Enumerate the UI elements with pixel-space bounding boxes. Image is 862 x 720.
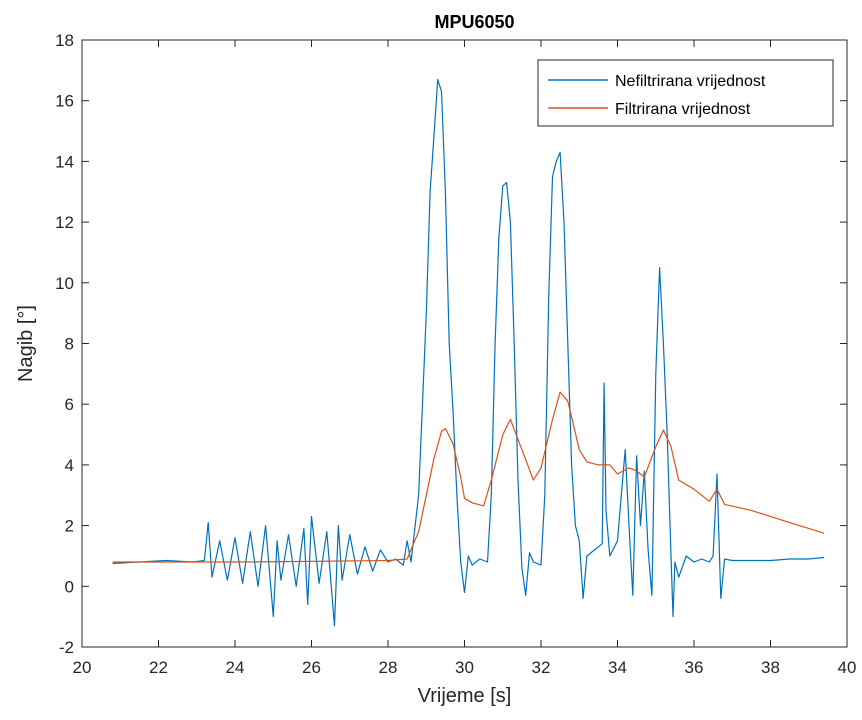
x-tick-label-0: 20 — [73, 658, 92, 677]
y-tick-label-0: -2 — [59, 638, 74, 657]
x-tick-label-5: 30 — [455, 658, 474, 677]
legend-entry-1: Filtrirana vrijednost — [615, 101, 751, 118]
y-tick-label-10: 18 — [55, 31, 74, 50]
series-layer — [112, 78, 825, 627]
x-tick-label-4: 28 — [379, 658, 398, 677]
legend: Nefiltrirana vrijednost Filtrirana vrijed… — [537, 59, 834, 127]
x-tick-label-6: 32 — [532, 658, 551, 677]
chart-title: MPU6050 — [434, 12, 514, 32]
x-tick-label-2: 24 — [226, 658, 245, 677]
x-tick-label-3: 26 — [302, 658, 321, 677]
x-tick-label-10: 40 — [838, 658, 857, 677]
x-tick-label-1: 22 — [149, 658, 168, 677]
y-tick-label-4: 6 — [65, 395, 74, 414]
y-axis-label: Nagib [°] — [15, 305, 37, 382]
y-tick-label-2: 2 — [65, 517, 74, 536]
y-tick-label-5: 8 — [65, 335, 74, 354]
x-tick-label-9: 38 — [761, 658, 780, 677]
x-tick-label-7: 34 — [608, 658, 627, 677]
y-tick-label-1: 0 — [65, 577, 74, 596]
x-axis-label: Vrijeme [s] — [418, 685, 512, 707]
legend-box — [537, 59, 834, 127]
plot-area — [82, 40, 847, 647]
series-line-1 — [112, 391, 825, 563]
y-tick-label-9: 16 — [55, 92, 74, 111]
y-tick-label-7: 12 — [55, 213, 74, 232]
y-tick-label-3: 4 — [65, 456, 74, 475]
x-tick-label-8: 36 — [685, 658, 704, 677]
y-tick-label-6: 10 — [55, 274, 74, 293]
y-tick-label-8: 14 — [55, 152, 74, 171]
series-line-0 — [112, 78, 825, 627]
legend-entry-0: Nefiltrirana vrijednost — [615, 73, 766, 90]
